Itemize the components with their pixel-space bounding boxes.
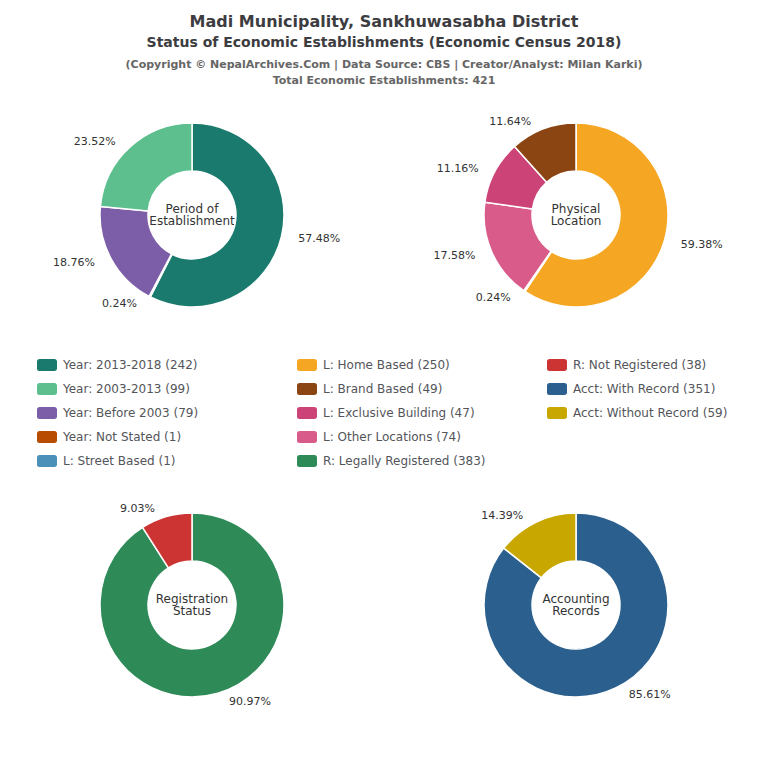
svg-text:11.16%: 11.16% xyxy=(437,162,479,175)
svg-text:Location: Location xyxy=(551,214,602,228)
svg-text:Year: Not Stated (1): Year: Not Stated (1) xyxy=(62,430,181,444)
svg-text:Physical: Physical xyxy=(551,202,601,216)
svg-text:R: Not Registered (38): R: Not Registered (38) xyxy=(573,358,706,372)
svg-text:Records: Records xyxy=(552,604,600,618)
svg-text:R: Legally Registered (383): R: Legally Registered (383) xyxy=(323,454,485,468)
svg-text:9.03%: 9.03% xyxy=(120,502,155,515)
svg-text:Accounting: Accounting xyxy=(542,592,610,606)
svg-text:L: Other Locations (74): L: Other Locations (74) xyxy=(323,430,461,444)
svg-text:Establishment: Establishment xyxy=(149,214,235,228)
svg-text:Period of: Period of xyxy=(165,202,219,216)
svg-text:Acct: With Record (351): Acct: With Record (351) xyxy=(573,382,715,396)
svg-text:Madi Municipality, Sankhuwasab: Madi Municipality, Sankhuwasabha Distric… xyxy=(190,12,579,31)
svg-text:11.64%: 11.64% xyxy=(489,115,531,128)
svg-text:90.97%: 90.97% xyxy=(229,695,271,708)
svg-text:L: Street Based (1): L: Street Based (1) xyxy=(63,454,175,468)
svg-text:14.39%: 14.39% xyxy=(481,509,523,522)
svg-text:23.52%: 23.52% xyxy=(74,135,116,148)
svg-text:Year: 2013-2018 (242): Year: 2013-2018 (242) xyxy=(62,358,198,372)
svg-text:0.24%: 0.24% xyxy=(476,291,511,304)
svg-text:17.58%: 17.58% xyxy=(433,249,475,262)
svg-text:0.24%: 0.24% xyxy=(102,297,137,310)
svg-text:(Copyright © NepalArchives.Com: (Copyright © NepalArchives.Com | Data So… xyxy=(126,58,643,71)
svg-text:Status: Status xyxy=(173,604,211,618)
svg-text:57.48%: 57.48% xyxy=(298,232,340,245)
svg-text:Acct: Without Record (59): Acct: Without Record (59) xyxy=(573,406,727,420)
svg-text:Registration: Registration xyxy=(155,592,229,606)
svg-text:Status of Economic Establishme: Status of Economic Establishments (Econo… xyxy=(147,34,622,50)
svg-text:L: Exclusive Building (47): L: Exclusive Building (47) xyxy=(323,406,475,420)
svg-text:Year: Before 2003 (79): Year: Before 2003 (79) xyxy=(62,406,198,420)
svg-text:18.76%: 18.76% xyxy=(53,256,95,269)
svg-text:Total Economic Establishments:: Total Economic Establishments: 421 xyxy=(273,74,496,87)
svg-text:L: Home Based (250): L: Home Based (250) xyxy=(323,358,450,372)
svg-text:L: Brand Based (49): L: Brand Based (49) xyxy=(323,382,442,396)
svg-text:59.38%: 59.38% xyxy=(681,238,723,251)
svg-text:Year: 2003-2013 (99): Year: 2003-2013 (99) xyxy=(62,382,190,396)
svg-text:85.61%: 85.61% xyxy=(629,688,671,701)
